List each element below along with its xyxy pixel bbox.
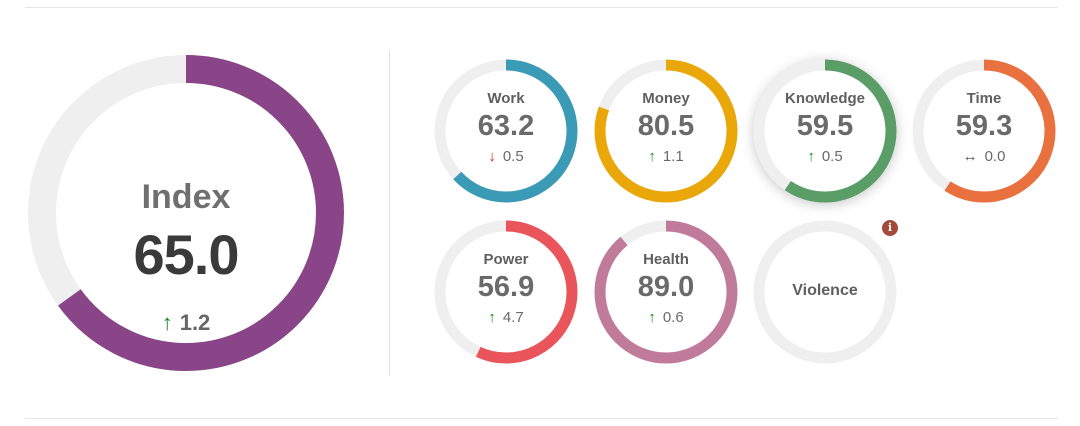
work-value: 63.2 xyxy=(477,110,535,142)
time-value: 59.3 xyxy=(955,110,1013,142)
index-title: Index xyxy=(141,178,231,216)
knowledge-change: ↑ 0.5 xyxy=(752,148,898,165)
gauge-health[interactable]: Health 89.0 ↑ 0.6 xyxy=(593,219,739,365)
up-arrow-icon: ↑ xyxy=(488,309,496,326)
health-progress-arc xyxy=(594,220,738,364)
work-delta: 0.5 xyxy=(502,148,524,165)
health-delta: 0.6 xyxy=(662,309,684,326)
vertical-divider xyxy=(389,50,390,376)
down-arrow-icon: ↓ xyxy=(488,148,496,165)
knowledge-delta: 0.5 xyxy=(821,148,843,165)
health-label: Health xyxy=(643,251,689,268)
money-label: Money xyxy=(642,90,690,107)
work-label: Work xyxy=(487,90,525,107)
time-change: ↔ 0.0 xyxy=(911,148,1057,165)
time-gauge-ring xyxy=(912,59,1056,203)
gauge-money[interactable]: Money 80.5 ↑ 1.1 xyxy=(593,58,739,204)
index-value: 65.0 xyxy=(133,223,240,286)
gauge-time[interactable]: Time 59.3 ↔ 0.0 xyxy=(911,58,1057,204)
power-gauge-ring xyxy=(434,220,578,364)
knowledge-value: 59.5 xyxy=(796,110,854,142)
health-value: 89.0 xyxy=(637,271,695,303)
health-change: ↑ 0.6 xyxy=(593,309,739,326)
knowledge-progress-arc xyxy=(753,59,897,203)
money-gauge-ring xyxy=(594,59,738,203)
health-gauge-ring xyxy=(594,220,738,364)
money-value: 80.5 xyxy=(637,110,695,142)
up-arrow-icon: ↑ xyxy=(807,148,815,165)
violence-gauge-ring xyxy=(753,220,897,364)
time-delta: 0.0 xyxy=(984,148,1006,165)
bottom-divider xyxy=(25,418,1058,419)
knowledge-gauge-ring xyxy=(753,59,897,203)
power-delta: 4.7 xyxy=(502,309,524,326)
top-divider xyxy=(25,7,1058,8)
index-gauge-ring xyxy=(28,55,344,371)
up-arrow-icon: ↑ xyxy=(648,309,656,326)
money-delta: 1.1 xyxy=(662,148,684,165)
gauge-work[interactable]: Work 63.2 ↓ 0.5 xyxy=(433,58,579,204)
work-gauge-ring xyxy=(434,59,578,203)
gauge-knowledge[interactable]: Knowledge 59.5 ↑ 0.5 xyxy=(752,58,898,204)
index-gauge[interactable]: Index 65.0 ↑ 1.2 xyxy=(25,52,347,374)
gauge-violence[interactable]: Violence xyxy=(752,219,898,365)
power-change: ↑ 4.7 xyxy=(433,309,579,326)
money-change: ↑ 1.1 xyxy=(593,148,739,165)
index-delta: 1.2 xyxy=(179,310,211,335)
knowledge-label: Knowledge xyxy=(784,90,865,107)
time-progress-arc xyxy=(912,59,1056,203)
violence-label: Violence xyxy=(792,282,858,299)
time-label: Time xyxy=(966,90,1002,107)
index-change: ↑ 1.2 xyxy=(25,310,347,336)
work-change: ↓ 0.5 xyxy=(433,148,579,165)
up-arrow-icon: ↑ xyxy=(161,310,173,335)
left-right-arrow-icon: ↔ xyxy=(962,148,978,165)
up-arrow-icon: ↑ xyxy=(648,148,656,165)
power-progress-arc xyxy=(434,220,578,364)
work-progress-arc xyxy=(434,59,578,203)
power-label: Power xyxy=(483,251,529,268)
gauge-power[interactable]: Power 56.9 ↑ 4.7 xyxy=(433,219,579,365)
info-icon[interactable]: i xyxy=(882,220,898,236)
money-progress-arc xyxy=(594,59,738,203)
power-value: 56.9 xyxy=(477,271,535,303)
